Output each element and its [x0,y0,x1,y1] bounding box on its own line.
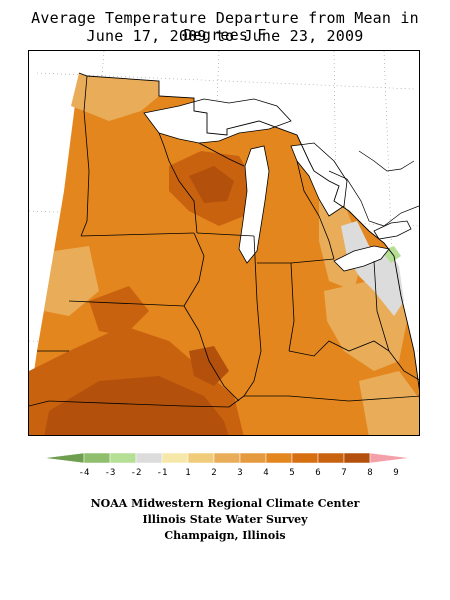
border-ia-il [183,232,205,307]
legend-label: 9 [393,468,398,478]
legend-label: 1 [185,468,190,478]
zone-hottest-wisconsin [189,166,234,203]
border-oh-ky [288,340,390,357]
temperature-departure-map [28,50,420,436]
legend-bin-7 [239,452,267,464]
border-ky-tn [244,395,419,402]
legend-bin-10 [317,452,345,464]
legend-bin-6 [213,452,241,464]
map-date-range: June 17, 2009 to June 23, 2009 [86,27,364,45]
legend-label: -1 [157,468,168,478]
lake-ontario [373,220,412,240]
legend-bin-12 [369,452,410,464]
legend-bin-1 [83,452,111,464]
color-legend: -4 -3 -2 -1 1 2 3 4 5 6 7 8 9 [43,452,410,478]
border-il-in [243,235,262,397]
legend-bin-4 [161,452,189,464]
legend-label: -4 [79,468,90,478]
legend-bin-8 [265,452,293,464]
hottest-zones [44,166,234,435]
border-oh-pa [373,260,390,352]
zone-warm-north [71,73,159,121]
legend-label: -2 [131,468,142,478]
canada-shore-north [358,150,415,172]
map-canvas [29,51,419,435]
zone-near-normal [341,221,404,316]
legend-bin-5 [187,452,215,464]
border-ia-mo [68,300,185,307]
zone-hottest-illinois [189,346,229,386]
legend-label: 8 [367,468,372,478]
legend-label: 3 [237,468,242,478]
legend-label: 6 [315,468,320,478]
legend-bin-3 [135,452,163,464]
lake-huron [290,142,348,217]
border-mi-east [296,160,335,260]
zone-hot-southwest [89,286,149,336]
canada-shore [328,170,419,227]
region-outline [78,72,419,390]
legend-bin-9 [291,452,319,464]
legend-label: 5 [289,468,294,478]
coastline-outside-region [328,150,419,227]
legend-bin-2 [109,452,137,464]
zone-hottest-missouri [44,376,229,435]
great-lakes [143,98,412,272]
border-mo-south [48,395,245,408]
legend-bin-11 [343,452,371,464]
border-wi-il [196,232,255,237]
border-ky-va [388,350,419,381]
credit-noaa: NOAA Midwestern Regional Climate Center [90,497,360,510]
legend-bins [43,452,410,464]
legend-label: 4 [263,468,268,478]
credit-location: Champaign, Illinois [164,529,286,542]
zone-warm-southeast [359,371,419,435]
border-mn-dakotas [80,75,90,237]
legend-label: 7 [341,468,346,478]
lake-erie [333,245,390,272]
legend-labels: -4 -3 -2 -1 1 2 3 4 5 6 7 8 9 [79,468,399,478]
border-mn-ia [80,232,195,237]
state-borders [29,75,419,408]
legend-bin-0 [43,452,85,464]
border-mn-wi [158,132,198,234]
border-west-states [29,350,69,407]
border-oh-mi [290,258,335,264]
map-title: Average Temperature Departure from Mean … [31,9,419,44]
border-in-oh [257,262,295,352]
lake-michigan [238,145,270,264]
legend-label: -3 [105,468,116,478]
credit-isws: Illinois State Water Survey [142,513,308,526]
lake-superior [143,98,292,144]
legend-label: 2 [211,468,216,478]
zone-warm-west [44,246,99,316]
border-wi-mi [198,142,245,167]
border-mo-il [183,305,240,402]
